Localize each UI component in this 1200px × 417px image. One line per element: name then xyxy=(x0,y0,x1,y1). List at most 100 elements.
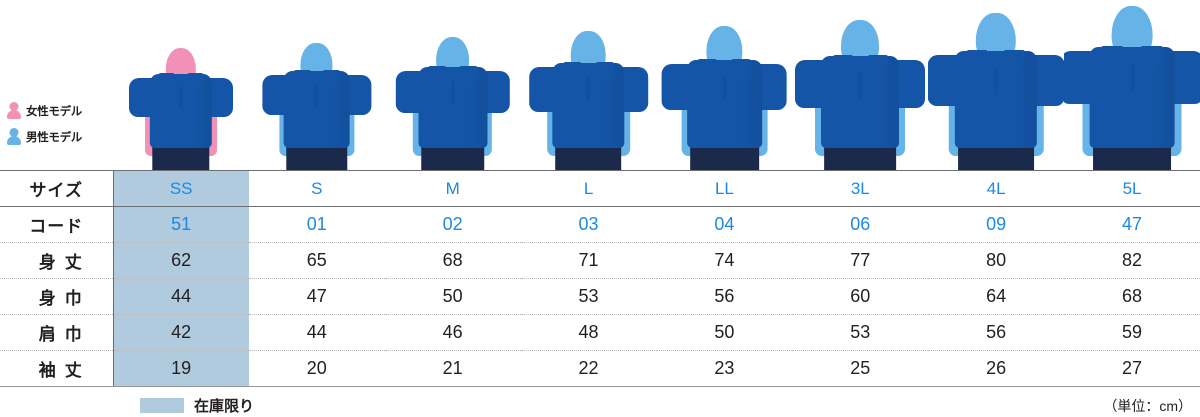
measure-cell-1-4l: 64 xyxy=(928,278,1065,315)
table-footer: 在庫限り （単位：cm） xyxy=(0,392,1200,417)
measure-cell-1-l: 53 xyxy=(520,278,657,315)
model-figure-ss xyxy=(113,0,249,170)
code-cell-5l: 47 xyxy=(1064,206,1200,243)
model-figure-s xyxy=(249,0,385,170)
stock-limited-swatch xyxy=(140,398,184,413)
measure-cell-0-s: 65 xyxy=(248,242,385,279)
measure-cell-1-ll: 56 xyxy=(656,278,793,315)
measure-cell-2-m: 46 xyxy=(384,314,521,351)
figure-body xyxy=(528,0,649,170)
table-row-size: サイズ SS S M L LL 3L 4L 5L xyxy=(0,170,1200,207)
model-pants xyxy=(421,144,485,170)
measure-cell-0-5l: 82 xyxy=(1064,242,1200,279)
code-cell-s: 01 xyxy=(248,206,385,243)
measure-cell-1-5l: 68 xyxy=(1064,278,1200,315)
model-figure-ll xyxy=(657,0,793,170)
figure-body xyxy=(1064,0,1200,170)
size-header-5l: 5L xyxy=(1064,170,1200,207)
measure-cell-2-5l: 59 xyxy=(1064,314,1200,351)
row-label-code: コード xyxy=(0,206,114,243)
table-row-measure-0: 身丈 62 65 68 71 74 77 80 82 xyxy=(0,242,1200,279)
size-table-body: サイズ SS S M L LL 3L 4L 5L コード 51 01 02 03 04 06 09 47 身丈 62 6… xyxy=(0,170,1200,387)
figure-body xyxy=(795,0,926,170)
model-placket xyxy=(858,72,862,98)
size-measurement-table: サイズ SS S M L LL 3L 4L 5L コード 51 01 02 03 04 06 09 47 身丈 62 6… xyxy=(0,170,1200,387)
model-shirt xyxy=(821,56,900,148)
legend-item-female: 女性モデル xyxy=(6,98,110,124)
model-pants xyxy=(958,144,1034,170)
measure-cell-1-m: 50 xyxy=(384,278,521,315)
model-placket xyxy=(994,68,998,96)
legend-label-female: 女性モデル xyxy=(26,106,82,118)
table-row-measure-2: 肩巾 42 44 46 48 50 53 56 59 xyxy=(0,314,1200,351)
model-figure-5l xyxy=(1064,0,1200,170)
size-header-3l: 3L xyxy=(792,170,929,207)
row-label-measure-1: 身巾 xyxy=(0,278,114,315)
model-figure-m xyxy=(385,0,521,170)
model-pants xyxy=(824,144,897,170)
measure-cell-3-4l: 26 xyxy=(928,350,1065,387)
measure-cell-3-l: 22 xyxy=(520,350,657,387)
measure-cell-2-4l: 56 xyxy=(928,314,1065,351)
model-pants xyxy=(689,144,759,170)
measure-cell-3-ss: 19 xyxy=(113,350,249,387)
measure-cell-3-3l: 25 xyxy=(792,350,929,387)
row-label-measure-2: 肩巾 xyxy=(0,314,114,351)
table-row-measure-3: 袖丈 19 20 21 22 23 25 26 27 xyxy=(0,350,1200,387)
model-shirt xyxy=(552,63,625,148)
model-shirt xyxy=(284,70,350,148)
model-placket xyxy=(1130,64,1134,93)
size-table: サイズ SS S M L LL 3L 4L 5L コード 51 01 02 03 04 06 09 47 身丈 62 6… xyxy=(0,170,1200,387)
measure-cell-0-m: 68 xyxy=(384,242,521,279)
model-figure-3l xyxy=(792,0,928,170)
figure-body xyxy=(262,0,372,170)
measure-cell-0-4l: 80 xyxy=(928,242,1065,279)
model-pants xyxy=(1092,144,1172,170)
measure-cell-3-m: 21 xyxy=(384,350,521,387)
model-illustration-strip xyxy=(113,0,1200,170)
code-cell-ss: 51 xyxy=(113,206,249,243)
model-shirt xyxy=(1089,46,1175,148)
stock-limited-label: 在庫限り xyxy=(194,398,255,415)
measure-cell-2-s: 44 xyxy=(248,314,385,351)
table-row-code: コード 51 01 02 03 04 06 09 47 xyxy=(0,206,1200,243)
code-cell-ll: 04 xyxy=(656,206,793,243)
unit-note: （単位：cm） xyxy=(1103,398,1192,414)
model-shirt xyxy=(955,51,1038,148)
model-placket xyxy=(315,84,319,106)
model-placket xyxy=(722,75,726,100)
measure-cell-1-3l: 60 xyxy=(792,278,929,315)
table-row-measure-1: 身巾 44 47 50 53 56 60 64 68 xyxy=(0,278,1200,315)
measure-cell-2-ss: 42 xyxy=(113,314,249,351)
measure-cell-2-3l: 53 xyxy=(792,314,929,351)
size-header-l: L xyxy=(520,170,657,207)
model-shirt xyxy=(418,67,487,148)
model-shirt xyxy=(149,74,213,148)
measure-cell-3-s: 20 xyxy=(248,350,385,387)
figure-body xyxy=(662,0,787,170)
measure-cell-3-5l: 27 xyxy=(1064,350,1200,387)
male-model-icon xyxy=(6,128,21,146)
legend-label-male: 男性モデル xyxy=(26,132,82,144)
measure-cell-2-l: 48 xyxy=(520,314,657,351)
model-placket xyxy=(179,87,183,108)
measure-cell-0-ll: 74 xyxy=(656,242,793,279)
measure-cell-0-ss: 62 xyxy=(113,242,249,279)
model-figure-4l xyxy=(928,0,1065,170)
model-gender-legend: 女性モデル 男性モデル xyxy=(6,98,110,150)
figure-body xyxy=(395,0,510,170)
size-header-ll: LL xyxy=(656,170,793,207)
size-header-m: M xyxy=(384,170,521,207)
size-header-ss: SS xyxy=(113,170,249,207)
measure-cell-0-l: 71 xyxy=(520,242,657,279)
measure-cell-2-ll: 50 xyxy=(656,314,793,351)
size-header-s: S xyxy=(248,170,385,207)
code-cell-m: 02 xyxy=(384,206,521,243)
measure-cell-1-ss: 44 xyxy=(113,278,249,315)
code-cell-l: 03 xyxy=(520,206,657,243)
female-model-icon xyxy=(6,102,21,120)
row-label-size: サイズ xyxy=(0,170,114,207)
model-figure-l xyxy=(521,0,657,170)
model-pants xyxy=(555,144,622,170)
